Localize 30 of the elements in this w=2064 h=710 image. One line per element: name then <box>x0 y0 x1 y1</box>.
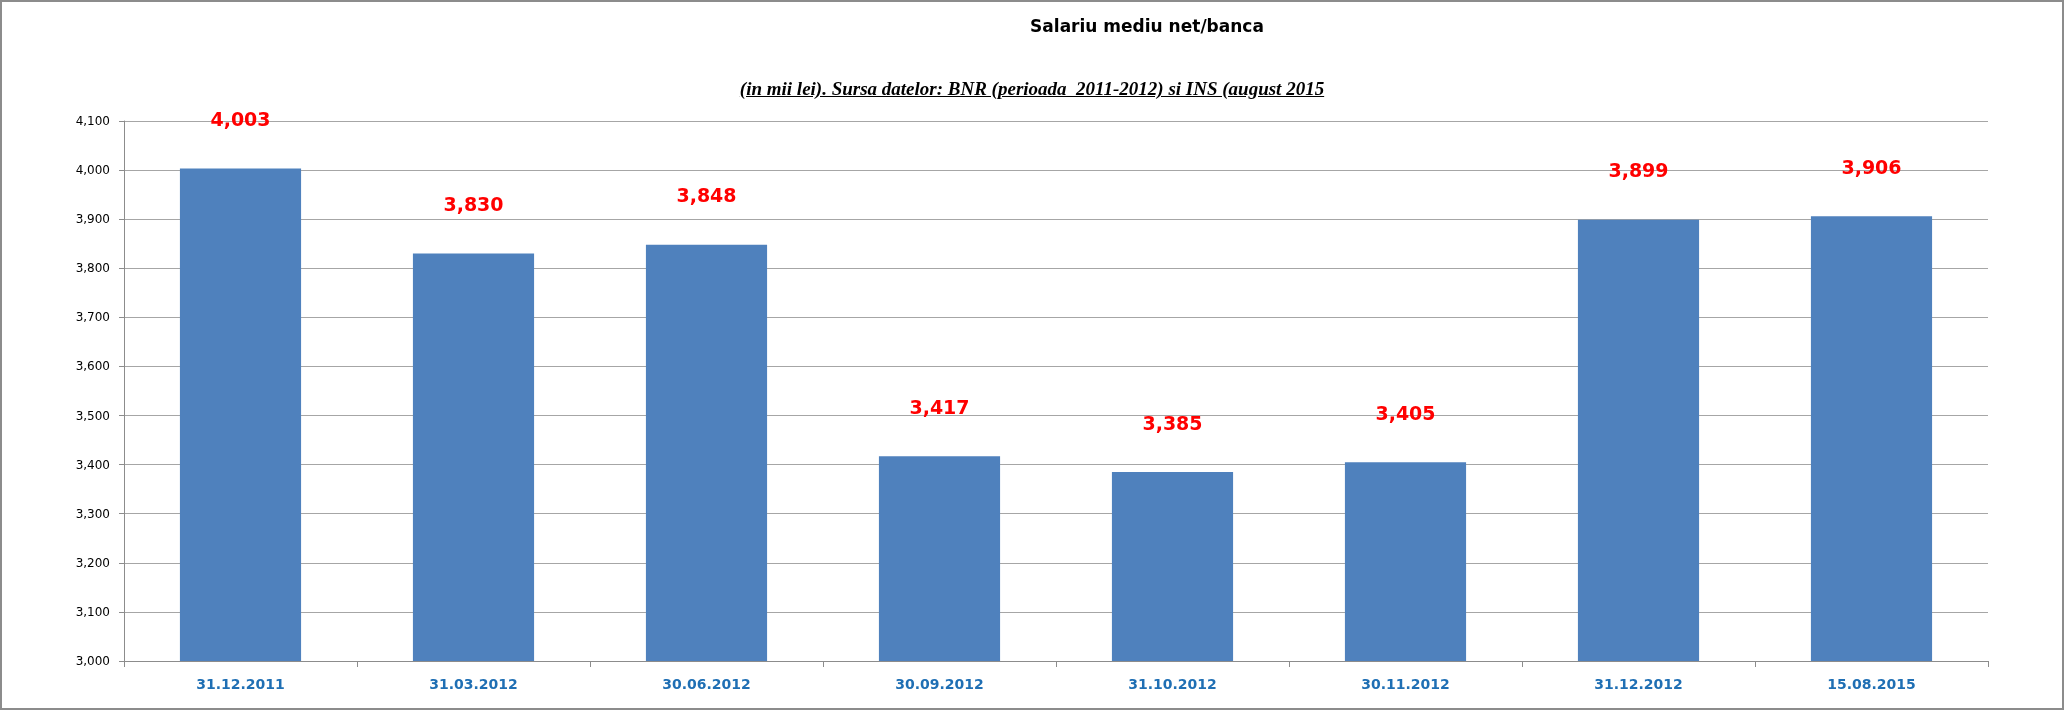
data-label: 3,417 <box>909 395 970 418</box>
data-label: 3,405 <box>1375 401 1436 424</box>
x-tick-label: 31.12.2011 <box>196 676 285 692</box>
x-tick-label: 15.08.2015 <box>1827 676 1916 692</box>
x-tick-label: 30.09.2012 <box>895 676 984 692</box>
y-tick-label: 3,000 <box>75 654 110 668</box>
chart-subtitle: (in mii lei). Sursa datelor: BNR (perioada 2011-2012) si INS (august 2015 <box>738 78 1326 100</box>
data-label: 3,899 <box>1608 159 1669 182</box>
y-tick-label: 4,100 <box>75 114 110 128</box>
y-tick-label: 3,700 <box>75 310 110 325</box>
x-tick-label: 31.12.2012 <box>1594 676 1683 692</box>
y-tick-label: 3,600 <box>75 359 110 374</box>
data-label: 3,906 <box>1841 155 1902 178</box>
data-label: 3,848 <box>676 184 737 207</box>
y-tick-label: 3,100 <box>75 604 110 619</box>
y-tick-label: 4,000 <box>75 163 110 178</box>
chart-title: Salariu mediu net/banca <box>1029 16 1265 36</box>
x-tick-label: 31.10.2012 <box>1128 676 1217 692</box>
y-tick-label: 3,200 <box>75 555 110 570</box>
data-label: 3,830 <box>443 193 504 216</box>
y-tick-label: 3,800 <box>75 261 110 276</box>
x-tick-label: 30.06.2012 <box>662 676 751 692</box>
x-tick-label: 31.03.2012 <box>429 676 518 692</box>
data-label: 4,003 <box>210 108 271 131</box>
y-tick-label: 3,300 <box>75 506 110 521</box>
data-label: 3,385 <box>1142 411 1203 434</box>
y-tick-label: 3,900 <box>75 212 110 227</box>
x-tick-label: 30.11.2012 <box>1361 676 1450 692</box>
y-tick-label: 3,500 <box>75 408 110 423</box>
y-tick-label: 3,400 <box>75 457 110 472</box>
